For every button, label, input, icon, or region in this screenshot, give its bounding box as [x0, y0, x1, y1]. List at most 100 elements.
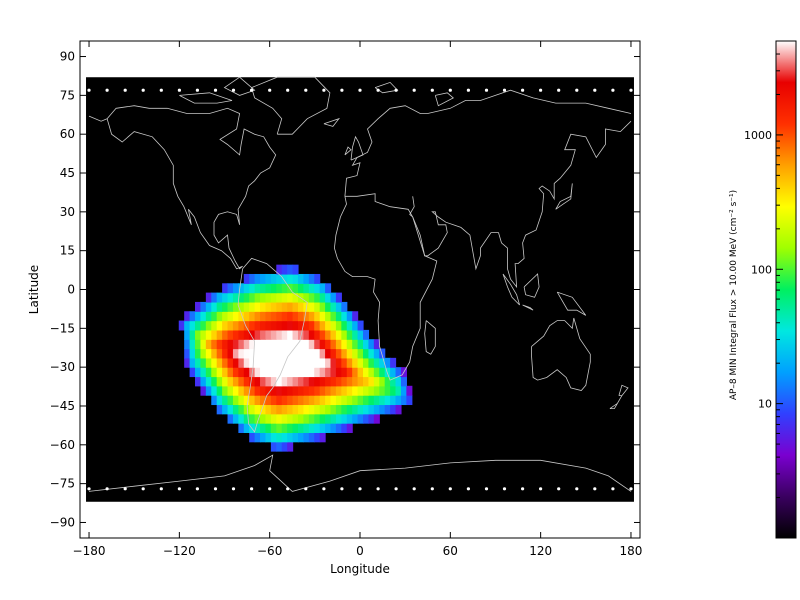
y-tick-label: 75: [60, 88, 75, 102]
heatmap-cell: [287, 292, 294, 303]
heatmap-cell: [232, 404, 239, 415]
heatmap-cell: [292, 301, 299, 312]
heatmap-cell: [281, 264, 288, 275]
heatmap-cell: [335, 413, 342, 424]
y-tick-label: 0: [67, 283, 75, 297]
edge-marker: [340, 487, 344, 491]
edge-marker: [593, 88, 597, 92]
heatmap-cell: [325, 385, 332, 396]
heatmap-cell: [292, 367, 299, 378]
heatmap-cells: [178, 264, 413, 452]
heatmap-cell: [270, 367, 277, 378]
heatmap-cell: [395, 395, 402, 406]
edge-marker: [250, 88, 254, 92]
heatmap-cell: [292, 348, 299, 359]
heatmap-cell: [368, 395, 375, 406]
coastline: [522, 304, 534, 311]
heatmap-cell: [319, 320, 326, 331]
y-tick-label: −90: [50, 515, 75, 529]
edge-marker: [123, 487, 127, 491]
colorbar-tick-label: 10: [758, 398, 772, 411]
heatmap-cell: [330, 423, 337, 433]
heatmap-cell: [335, 329, 342, 340]
y-tick-label: −60: [50, 438, 75, 452]
edge-marker: [268, 88, 272, 92]
heatmap-cell: [357, 357, 364, 368]
heatmap-cell: [352, 367, 359, 378]
heatmap-cell: [352, 320, 359, 331]
edge-marker: [502, 88, 507, 92]
heatmap-cell: [265, 404, 272, 415]
edge-marker: [213, 88, 218, 92]
heatmap-cell: [184, 339, 191, 350]
heatmap-cell: [319, 339, 326, 350]
edge-marker: [87, 88, 91, 92]
coastline: [237, 257, 308, 433]
edge-marker: [412, 88, 416, 92]
heatmap-cell: [319, 423, 326, 433]
heatmap-cell: [249, 385, 256, 396]
heatmap-cell: [319, 395, 326, 406]
heatmap-cell: [303, 367, 310, 378]
heatmap-cell: [254, 292, 261, 303]
heatmap-cell: [222, 376, 229, 387]
heatmap-cell: [297, 357, 304, 368]
edge-marker: [466, 487, 470, 491]
heatmap-cell: [303, 320, 310, 331]
heatmap-cell: [249, 395, 256, 406]
heatmap-cell: [384, 357, 391, 368]
heatmap-cell: [330, 404, 337, 415]
heatmap-cell: [281, 273, 288, 284]
heatmap-cell: [297, 432, 304, 443]
heatmap-cell: [363, 339, 370, 350]
edge-marker: [629, 487, 633, 491]
heatmap-cell: [384, 376, 391, 387]
heatmap-cell: [379, 376, 386, 387]
heatmap-cell: [292, 376, 299, 387]
heatmap-cell: [314, 339, 321, 350]
heatmap-cell: [292, 283, 299, 294]
x-tick-label: 60: [443, 544, 458, 558]
heatmap-cell: [292, 357, 299, 368]
heatmap-cell: [390, 385, 397, 396]
heatmap-cell: [249, 357, 256, 368]
heatmap-cell: [222, 329, 229, 340]
heatmap-cell: [303, 311, 310, 322]
edge-marker: [268, 487, 272, 491]
heatmap-cell: [243, 273, 250, 284]
heatmap-cell: [357, 413, 364, 424]
x-tick-label: −120: [163, 544, 196, 558]
heatmap-cell: [352, 357, 359, 368]
heatmap-cell: [270, 311, 277, 322]
heatmap-cell: [205, 311, 212, 322]
heatmap-cell: [346, 404, 353, 415]
heatmap-cell: [270, 329, 277, 340]
heatmap-cell: [281, 385, 288, 396]
heatmap-cell: [314, 320, 321, 331]
x-tick-label: 120: [529, 544, 552, 558]
heatmap-cell: [260, 283, 267, 294]
edge-marker: [177, 88, 181, 92]
heatmap-cell: [260, 339, 267, 350]
heatmap-cell: [265, 348, 272, 359]
x-axis-label: Longitude: [330, 562, 390, 576]
heatmap-cell: [222, 339, 229, 350]
heatmap-cell: [297, 385, 304, 396]
heatmap-cell: [270, 301, 277, 312]
heatmap-cell: [238, 357, 245, 368]
coastline: [344, 89, 632, 197]
heatmap-cell: [265, 311, 272, 322]
heatmap-cell: [200, 339, 207, 350]
heatmap-cell: [330, 376, 337, 387]
heatmap-cell: [335, 292, 342, 303]
heatmap-cell: [406, 385, 413, 396]
heatmap-cell: [243, 339, 250, 350]
heatmap-cell: [357, 404, 364, 415]
heatmap-cell: [308, 273, 315, 284]
heatmap-cell: [249, 404, 256, 415]
heatmap-cell: [287, 311, 294, 322]
heatmap-cell: [205, 292, 212, 303]
heatmap-cell: [368, 348, 375, 359]
heatmap-cell: [227, 413, 234, 424]
edge-marker: [231, 487, 236, 491]
